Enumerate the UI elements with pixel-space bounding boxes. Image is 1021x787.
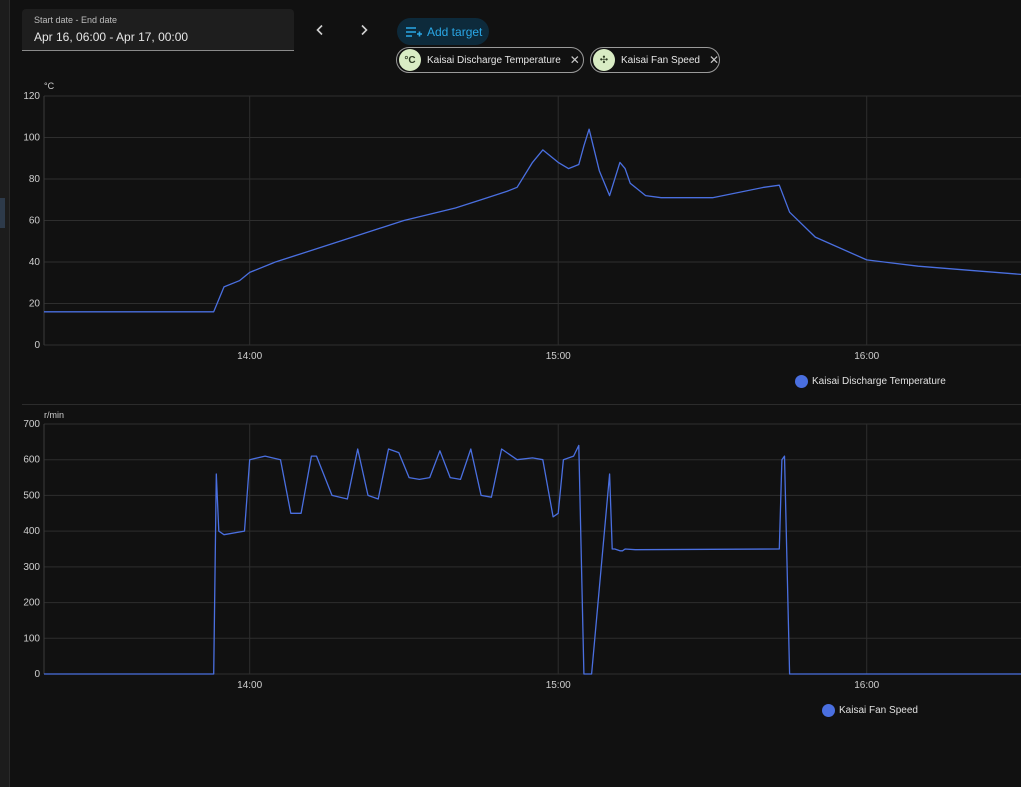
date-range-value: Apr 16, 06:00 - Apr 17, 00:00 [34,30,189,44]
chart-divider [22,404,1021,405]
add-target-button[interactable]: Add target [397,18,489,45]
fan-unit-label: r/min [44,410,64,420]
y-tick-label: 40 [29,257,41,268]
y-tick-label: 60 [29,216,41,227]
y-tick-label: 80 [29,174,41,185]
y-tick-label: 100 [23,633,40,644]
fan-legend-item[interactable]: Kaisai Fan Speed [822,704,918,717]
series-line [44,444,1021,675]
temperature-unit-label: °C [44,81,55,91]
y-tick-label: 700 [23,419,40,430]
legend-label: Kaisai Discharge Temperature [812,376,946,387]
playlist-add-icon [406,26,422,37]
target-chip-label: Kaisai Fan Speed [621,54,700,66]
thermometer-celsius-icon: °C [399,49,421,71]
legend-swatch [795,375,808,388]
y-tick-label: 100 [23,133,40,144]
date-range-label: Start date - End date [34,15,118,25]
chevron-right-icon [361,24,368,36]
series-line [44,128,1021,313]
y-tick-label: 20 [29,299,41,310]
target-chip-fan[interactable]: ✣ Kaisai Fan Speed ✕ [590,47,720,73]
y-tick-label: 500 [23,490,40,501]
temperature-chart: 0 20 40 60 80 100 120 14:00 15:00 16:00 [23,91,1021,362]
rail-indicator [0,198,5,228]
x-tick-label: 15:00 [546,680,571,691]
left-rail [0,0,10,787]
close-icon[interactable]: ✕ [569,53,580,67]
date-range-field[interactable]: Start date - End date Apr 16, 06:00 - Ap… [22,9,294,51]
next-period-button[interactable] [352,18,376,42]
y-tick-label: 300 [23,562,40,573]
y-tick-label: 600 [23,455,40,466]
y-tick-label: 0 [34,669,40,680]
legend-swatch [822,704,835,717]
target-chip-label: Kaisai Discharge Temperature [427,54,561,66]
fan-icon: ✣ [593,49,615,71]
x-tick-label: 14:00 [237,680,262,691]
y-tick-label: 400 [23,526,40,537]
add-target-label: Add target [427,24,483,39]
y-tick-label: 120 [23,91,40,102]
x-tick-label: 16:00 [854,351,879,362]
previous-period-button[interactable] [308,18,332,42]
x-tick-label: 15:00 [546,351,571,362]
x-tick-label: 14:00 [237,351,262,362]
legend-label: Kaisai Fan Speed [839,705,918,716]
chevron-left-icon [316,24,323,36]
y-tick-label: 200 [23,598,40,609]
temperature-legend-item[interactable]: Kaisai Discharge Temperature [795,375,946,388]
y-tick-label: 0 [34,340,40,351]
target-chip-temperature[interactable]: °C Kaisai Discharge Temperature ✕ [396,47,584,73]
x-tick-label: 16:00 [854,680,879,691]
close-icon[interactable]: ✕ [708,53,719,67]
fan-speed-chart: 0 100 200 300 400 500 600 700 14:00 15:00 16:00 [23,419,1021,691]
